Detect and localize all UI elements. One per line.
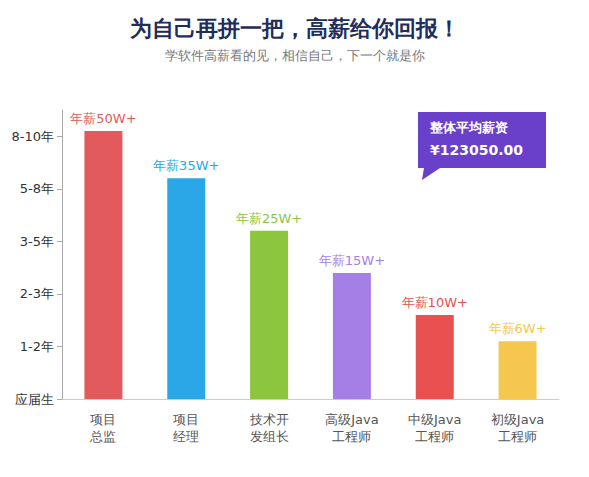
svg-text:初级Java: 初级Java <box>491 412 544 427</box>
svg-text:1-2年: 1-2年 <box>20 339 54 354</box>
svg-text:3-5年: 3-5年 <box>20 234 54 249</box>
svg-text:5-8年: 5-8年 <box>20 181 54 196</box>
svg-text:年薪50W+: 年薪50W+ <box>70 111 136 126</box>
svg-text:年薪35W+: 年薪35W+ <box>153 158 219 173</box>
svg-text:¥123050.00: ¥123050.00 <box>430 142 523 158</box>
svg-text:年薪10W+: 年薪10W+ <box>402 295 468 310</box>
svg-text:项目: 项目 <box>173 412 199 427</box>
svg-text:技术开: 技术开 <box>249 412 289 427</box>
svg-text:经理: 经理 <box>173 429 199 444</box>
svg-text:中级Java: 中级Java <box>408 412 461 427</box>
svg-text:工程师: 工程师 <box>498 429 537 444</box>
svg-text:年薪6W+: 年薪6W+ <box>489 321 547 336</box>
svg-text:年薪15W+: 年薪15W+ <box>319 253 385 268</box>
svg-text:2-3年: 2-3年 <box>20 286 54 301</box>
svg-text:8-10年: 8-10年 <box>11 129 54 144</box>
svg-text:发组长: 发组长 <box>250 429 289 444</box>
svg-text:项目: 项目 <box>90 412 116 427</box>
svg-text:工程师: 工程师 <box>332 429 371 444</box>
svg-text:学软件高薪看的见，相信自己，下一个就是你: 学软件高薪看的见，相信自己，下一个就是你 <box>165 48 425 63</box>
svg-text:年薪25W+: 年薪25W+ <box>236 211 302 226</box>
svg-text:工程师: 工程师 <box>415 429 454 444</box>
svg-text:整体平均薪资: 整体平均薪资 <box>429 120 508 135</box>
svg-text:高级Java: 高级Java <box>325 412 378 427</box>
svg-text:总监: 总监 <box>89 429 116 444</box>
svg-text:应届生: 应届生 <box>15 392 54 407</box>
svg-text:为自己再拼一把，高薪给你回报！: 为自己再拼一把，高薪给你回报！ <box>130 16 460 41</box>
